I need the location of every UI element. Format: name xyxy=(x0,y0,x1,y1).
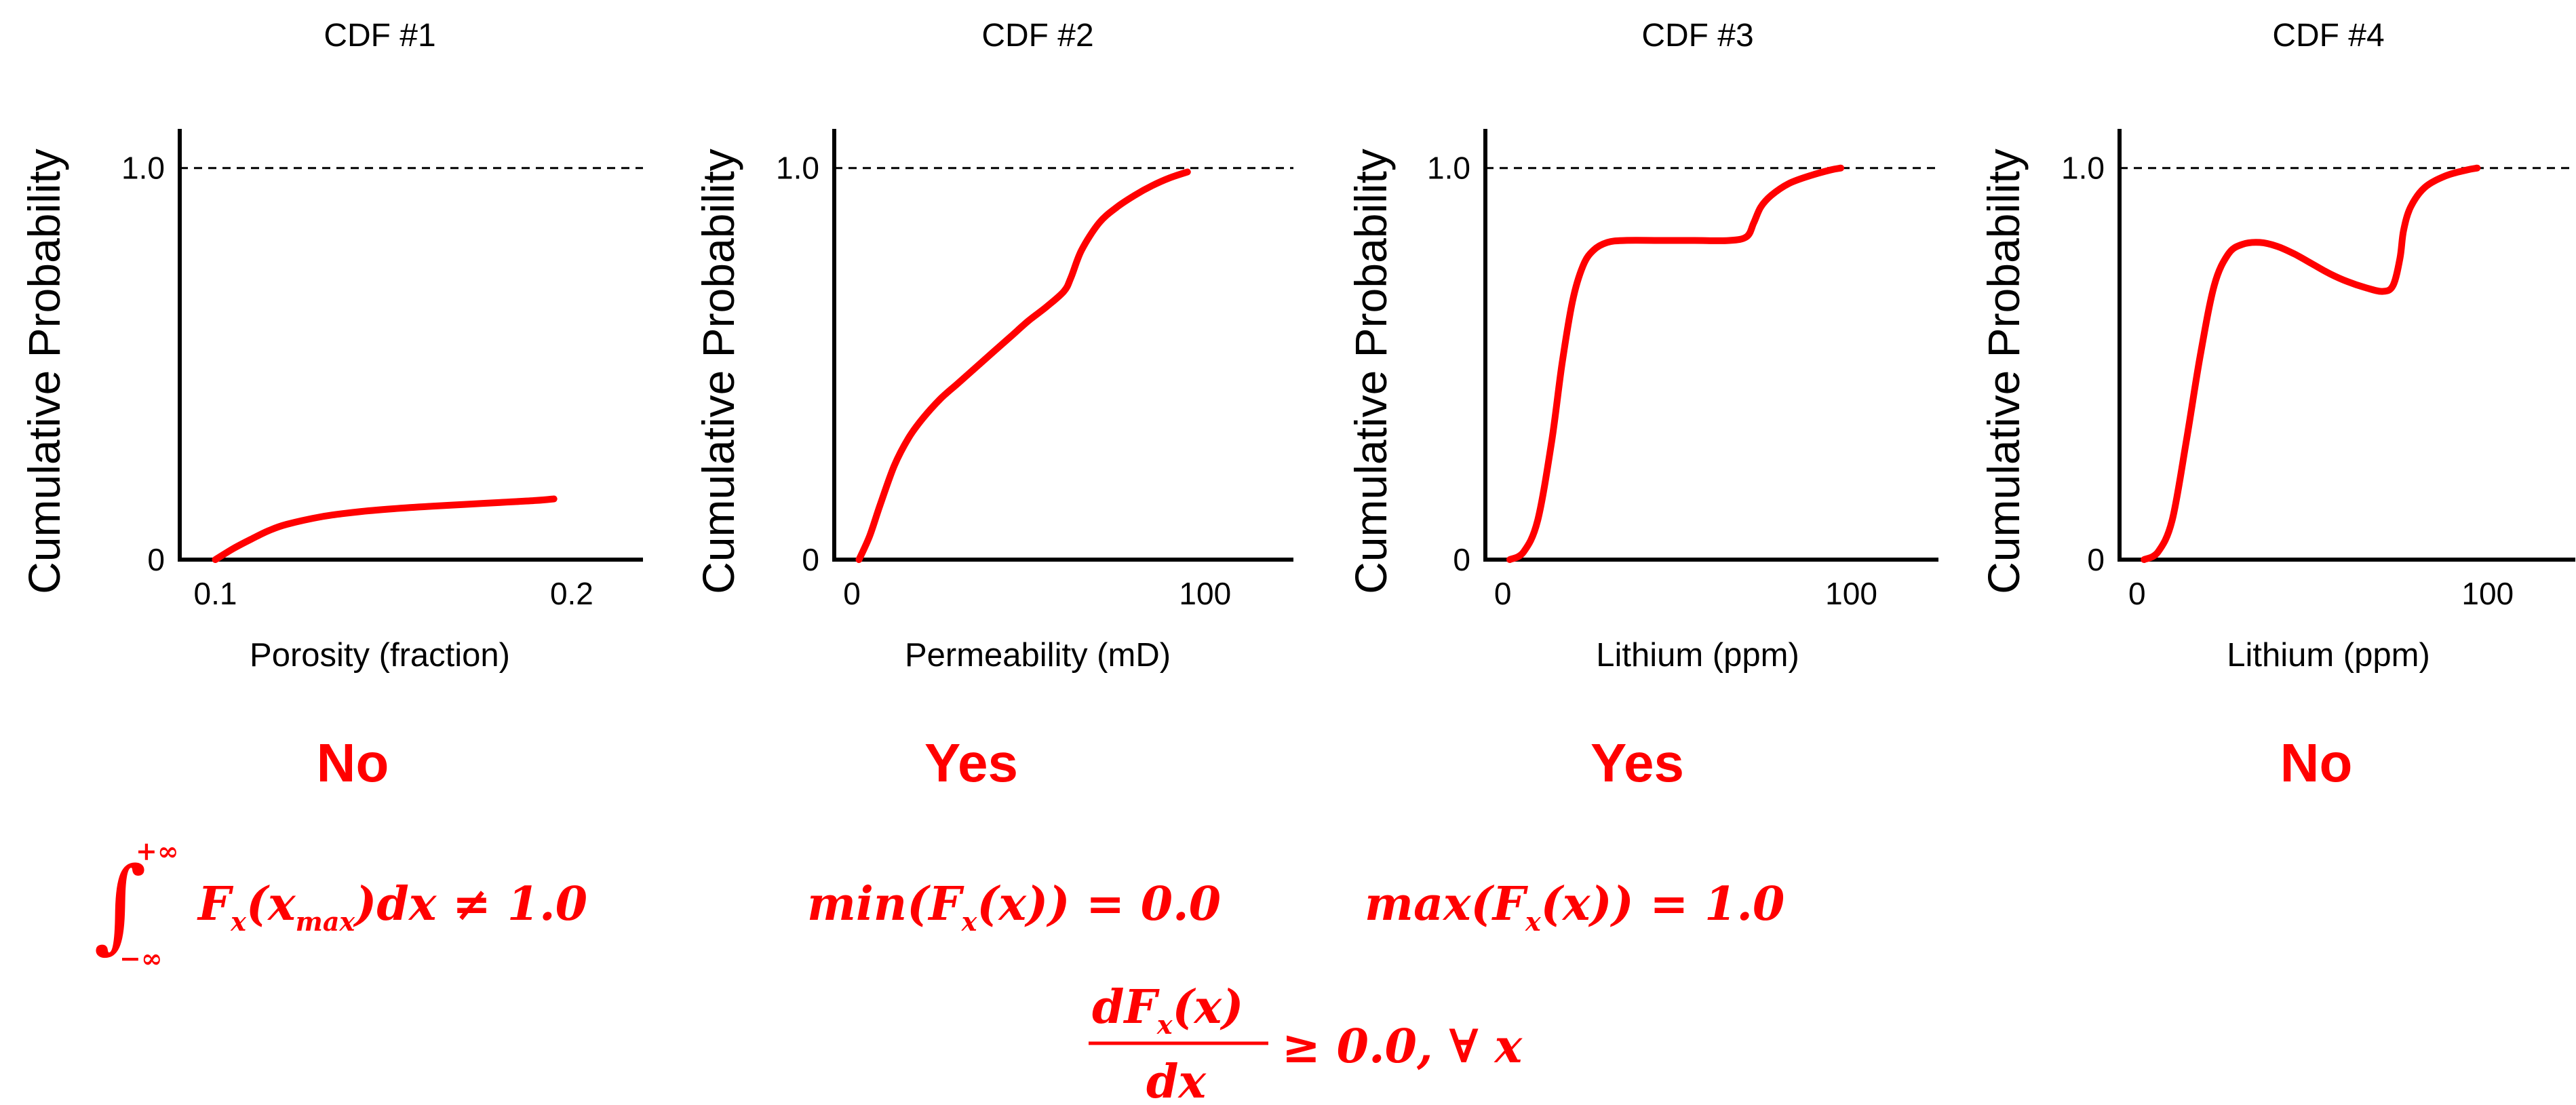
cdf-curve xyxy=(2141,164,2481,563)
svg-text:max(Fx(x)) = 1.0: max(Fx(x)) = 1.0 xyxy=(1365,877,1784,937)
integral-lower-limit: −∞ xyxy=(119,943,163,973)
x-axis-label: Lithium (ppm) xyxy=(1596,637,1799,674)
x-axis-label: Permeability (mD) xyxy=(905,637,1171,674)
derivative-numerator: dF xyxy=(1092,980,1160,1034)
formula-min: min(Fx(x)) = 0.0 xyxy=(807,877,1221,937)
y-axis-label: Cumulative Probability xyxy=(1346,149,1396,594)
x-tick-label: 0.1 xyxy=(194,576,237,611)
max-formula-head: max(F xyxy=(1365,877,1529,931)
x-tick-label: 0 xyxy=(1494,576,1512,611)
svg-text:Fx(xmax)dx ≠ 1.0: Fx(xmax)dx ≠ 1.0 xyxy=(197,877,587,937)
integral-function-sub: x xyxy=(230,906,247,937)
svg-text:dFx(x): dFx(x) xyxy=(1092,980,1243,1040)
formula-integral: ∫ +∞ −∞ Fx(xmax)dx ≠ 1.0 xyxy=(94,836,587,973)
verdict-cdf-3: Yes xyxy=(1591,733,1684,793)
formula-derivative: dFx(x) dx ≥ 0.0, ∀ x xyxy=(1089,980,1523,1105)
x-tick-label: 100 xyxy=(2461,576,2514,611)
y-axis-label: Cumulative Probability xyxy=(1978,149,2029,594)
x-tick-label: 0.2 xyxy=(550,576,593,611)
derivative-numerator-rest: (x) xyxy=(1172,980,1243,1034)
integral-rest: )dx ≠ 1.0 xyxy=(353,877,587,931)
integral-upper-limit: +∞ xyxy=(136,836,179,866)
verdict-cdf-2: Yes xyxy=(924,733,1018,793)
formula-max: max(Fx(x)) = 1.0 xyxy=(1365,877,1784,937)
svg-text:min(Fx(x)) = 0.0: min(Fx(x)) = 0.0 xyxy=(807,877,1221,937)
y-tick-label: 0 xyxy=(802,542,819,577)
cdf-curve xyxy=(1506,164,1845,563)
min-formula-tail: (x)) = 0.0 xyxy=(977,877,1221,931)
integral-function: F xyxy=(197,877,234,931)
derivative-denominator: dx xyxy=(1146,1055,1207,1105)
y-tick-label: 1.0 xyxy=(2061,151,2105,186)
cdf-panel-4: CDF #4 Cumulative Probability 0 1.0 0 100 Lith… xyxy=(1978,18,2575,674)
chart-title: CDF #4 xyxy=(2272,18,2384,54)
y-tick-label: 0 xyxy=(1453,542,1470,577)
integral-sign: ∫ xyxy=(94,846,147,964)
derivative-numerator-sub: x xyxy=(1156,1009,1173,1040)
x-tick-label: 100 xyxy=(1825,576,1877,611)
x-axis-label: Lithium (ppm) xyxy=(2227,637,2430,674)
cdf-panel-2: CDF #2 Cumulative Probability 0 1.0 0 100Perm… xyxy=(693,18,1293,674)
chart-title: CDF #1 xyxy=(324,18,435,54)
chart-title: CDF #2 xyxy=(981,18,1093,54)
integral-args-sub: max xyxy=(296,906,356,937)
y-tick-label: 1.0 xyxy=(776,151,819,186)
x-tick-label: 0 xyxy=(2128,576,2146,611)
cdf-curve xyxy=(855,168,1191,563)
y-tick-label: 1.0 xyxy=(1427,151,1470,186)
y-tick-label: 1.0 xyxy=(121,151,165,186)
max-formula-sub: x xyxy=(1525,906,1542,937)
y-tick-label: 0 xyxy=(2087,542,2105,577)
x-tick-label: 100 xyxy=(1179,576,1231,611)
verdict-cdf-4: No xyxy=(2280,733,2353,793)
cdf-curve xyxy=(212,495,558,563)
verdict-cdf-1: No xyxy=(317,733,389,793)
y-axis-label: Cumulative Probability xyxy=(693,149,743,594)
y-tick-label: 0 xyxy=(147,542,165,577)
cdf-panel-1: CDF #1 Cumulative Probability 0 1.0 0.1 0.2 Po… xyxy=(19,18,643,674)
y-axis-label: Cumulative Probability xyxy=(19,149,69,594)
max-formula-tail: (x)) = 1.0 xyxy=(1541,877,1785,931)
derivative-rhs: ≥ 0.0, ∀ x xyxy=(1282,1020,1523,1074)
min-formula-sub: x xyxy=(961,906,978,937)
x-tick-label: 0 xyxy=(843,576,861,611)
cdf-panel-3: CDF #3 Cumulative Probability 0 1.0 0 100 Lith… xyxy=(1346,18,1938,674)
chart-title: CDF #3 xyxy=(1641,18,1753,54)
x-axis-label: Porosity (fraction) xyxy=(250,637,510,674)
integral-args: (x xyxy=(246,877,296,931)
min-formula-head: min(F xyxy=(807,877,964,931)
